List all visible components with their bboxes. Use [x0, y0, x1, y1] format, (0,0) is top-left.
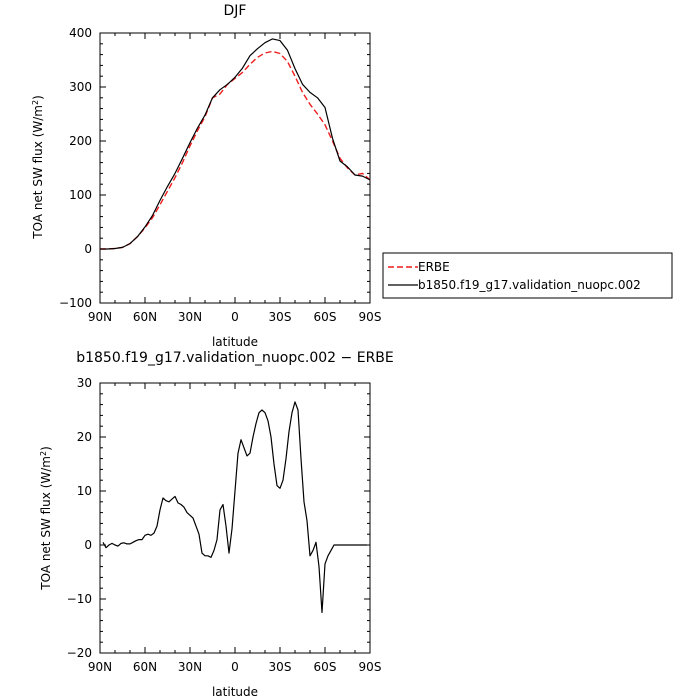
x-tick-label: 60S [314, 310, 337, 324]
x-tick-label: 30N [178, 660, 202, 674]
plot-frame [99, 382, 371, 654]
series-line [100, 50, 371, 250]
y-axis-label: TOA net SW flux (W/m2) [31, 95, 45, 240]
x-tick-label: 30S [269, 660, 292, 674]
x-tick-label: 0 [231, 310, 239, 324]
y-tick-label: 0 [84, 538, 92, 552]
y-tick-label: 200 [69, 134, 92, 148]
y-axis-label: TOA net SW flux (W/m2) [39, 446, 53, 591]
y-tick-label: 30 [77, 376, 92, 390]
x-tick-label: 90N [88, 310, 112, 324]
plot-area: 90N 60N 30N 0 30S 60S 90S −20 −10 0 10 20 30 [67, 376, 382, 674]
x-tick-label: 60N [133, 660, 157, 674]
y-tick-label: 20 [77, 430, 92, 444]
x-tick-label: 0 [231, 660, 239, 674]
y-tick-label: 100 [69, 188, 92, 202]
y-tick-label: 10 [77, 484, 92, 498]
top-panel: DJF 90N 60N 30N 0 30S 60S 90S −100 0 100 200 300 400… [31, 3, 673, 349]
x-tick-label: 90S [359, 660, 382, 674]
x-tick-label: 90N [88, 660, 112, 674]
y-tick-label: 400 [69, 26, 92, 40]
x-tick-label: 30N [178, 310, 202, 324]
plot-area: 90N 60N 30N 0 30S 60S 90S −100 0 100 200 300 400 [59, 26, 381, 324]
x-tick-label: 60N [133, 310, 157, 324]
series-line [102, 401, 367, 614]
bottom-panel: b1850.f19_g17.validation_nuopc.002 − ERB… [39, 350, 394, 699]
chart-title: DJF [224, 3, 247, 19]
y-tick-label: −100 [59, 296, 92, 310]
x-axis-label: latitude [212, 335, 258, 349]
chart-title: b1850.f19_g17.validation_nuopc.002 − ERB… [76, 350, 394, 366]
legend: ERBE b1850.f19_g17.validation_nuopc.002 [382, 252, 673, 299]
series-line [100, 38, 371, 250]
x-tick-label: 60S [314, 660, 337, 674]
x-tick-label: 30S [269, 310, 292, 324]
legend-label-model: b1850.f19_g17.validation_nuopc.002 [418, 278, 641, 292]
y-tick-label: −10 [67, 592, 92, 606]
y-tick-label: −20 [67, 646, 92, 660]
x-tick-label: 90S [359, 310, 382, 324]
legend-box [382, 252, 673, 299]
plot-frame [99, 32, 371, 304]
y-tick-label: 0 [84, 242, 92, 256]
y-tick-label: 300 [69, 80, 92, 94]
legend-label-erbe: ERBE [418, 260, 450, 274]
x-axis-label: latitude [212, 685, 258, 699]
